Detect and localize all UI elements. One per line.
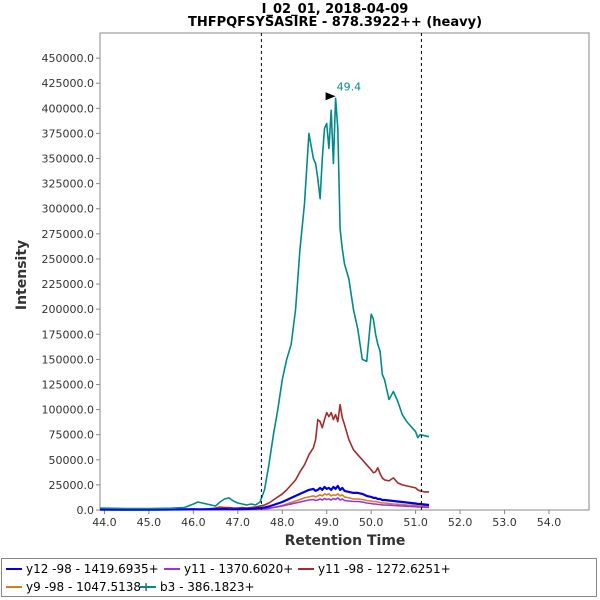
annotation-group: 49.4 — [325, 80, 362, 101]
legend-label-y11-98: y11 -98 - 1272.6251+ — [318, 562, 451, 576]
legend-item-y9: y9 -98 - 1047.5138+ — [6, 580, 151, 594]
y-tick-label: 50000.0 — [49, 454, 95, 467]
x-tick-label: 52.0 — [448, 516, 473, 529]
x-tick-label: 54.0 — [537, 516, 562, 529]
y-tick-label: 25000.0 — [49, 479, 95, 492]
chart-subtitle: THFPQFSYSASIRE - 878.3922++ (heavy) — [188, 15, 482, 30]
y-tick-label: 125000.0 — [42, 378, 95, 391]
y-tick-label: 450000.0 — [42, 52, 95, 65]
legend-item-y11: y11 - 1370.6020+ — [164, 562, 293, 576]
y-tick-label: 250000.0 — [42, 253, 95, 266]
y-tick-label: 100000.0 — [42, 404, 95, 417]
legend-item-y12: y12 -98 - 1419.6935+ — [6, 562, 159, 576]
peak-marker-icon — [325, 92, 336, 101]
legend-swatch-y9 — [6, 586, 22, 588]
legend-swatch-y11-98 — [298, 568, 314, 570]
series-line-0 — [99, 484, 430, 511]
boundary-group — [260, 33, 422, 510]
y-tick-label: 275000.0 — [42, 228, 95, 241]
chart-title: I_02_01, 2018-04-09 — [262, 2, 409, 17]
y-tick-label: 300000.0 — [42, 203, 95, 216]
y-tick-label: 200000.0 — [42, 303, 95, 316]
y-tick-label: 225000.0 — [42, 278, 95, 291]
y-tick-label: 375000.0 — [42, 127, 95, 140]
x-tick-label: 49.0 — [314, 516, 339, 529]
y-axis-title: Intensity — [14, 240, 30, 310]
peak-annotation-label: 49.4 — [337, 80, 362, 93]
x-axis-title: Retention Time — [285, 533, 406, 549]
plot-area — [99, 32, 590, 511]
legend-item-y11-98: y11 -98 - 1272.6251+ — [298, 562, 451, 576]
y-tick-label: 425000.0 — [42, 77, 95, 90]
legend-label-y11: y11 - 1370.6020+ — [184, 562, 294, 576]
x-tick-label: 47.0 — [226, 516, 251, 529]
y-tick-label: 175000.0 — [42, 328, 95, 341]
legend-label-b3: b3 - 386.1823+ — [160, 580, 255, 594]
legend-item-b3: b3 - 386.1823+ — [140, 580, 255, 594]
x-tick-label: 44.0 — [92, 516, 117, 529]
legend: y12 -98 - 1419.6935+ y11 - 1370.6020+ y1… — [1, 558, 597, 597]
y-axis: 0.0 25000.0 50000.0 75000.0 100000.0 125000.0… — [42, 52, 100, 517]
y-tick-label: 350000.0 — [42, 153, 95, 166]
x-tick-label: 51.0 — [403, 516, 428, 529]
x-tick-label: 50.0 — [359, 516, 384, 529]
x-tick-label: 46.0 — [181, 516, 206, 529]
series-line-2 — [99, 403, 429, 511]
legend-label-y12: y12 -98 - 1419.6935+ — [26, 562, 159, 576]
legend-swatch-y11 — [164, 568, 180, 570]
y-tick-label: 150000.0 — [42, 353, 95, 366]
x-axis: 44.0 45.0 46.0 47.0 48.0 49.0 50.0 51.0 52.0 53.0… — [92, 510, 561, 529]
y-tick-label: 0.0 — [77, 504, 95, 517]
y-tick-label: 400000.0 — [42, 102, 95, 115]
legend-swatch-b3 — [140, 586, 156, 588]
series-line-4 — [99, 97, 430, 510]
x-tick-label: 45.0 — [137, 516, 162, 529]
y-tick-label: 75000.0 — [49, 429, 95, 442]
legend-swatch-y12 — [6, 568, 22, 570]
y-tick-label: 325000.0 — [42, 178, 95, 191]
x-tick-label: 48.0 — [270, 516, 295, 529]
legend-label-y9: y9 -98 - 1047.5138+ — [26, 580, 152, 594]
x-tick-label: 53.0 — [492, 516, 517, 529]
series-group — [99, 97, 430, 511]
